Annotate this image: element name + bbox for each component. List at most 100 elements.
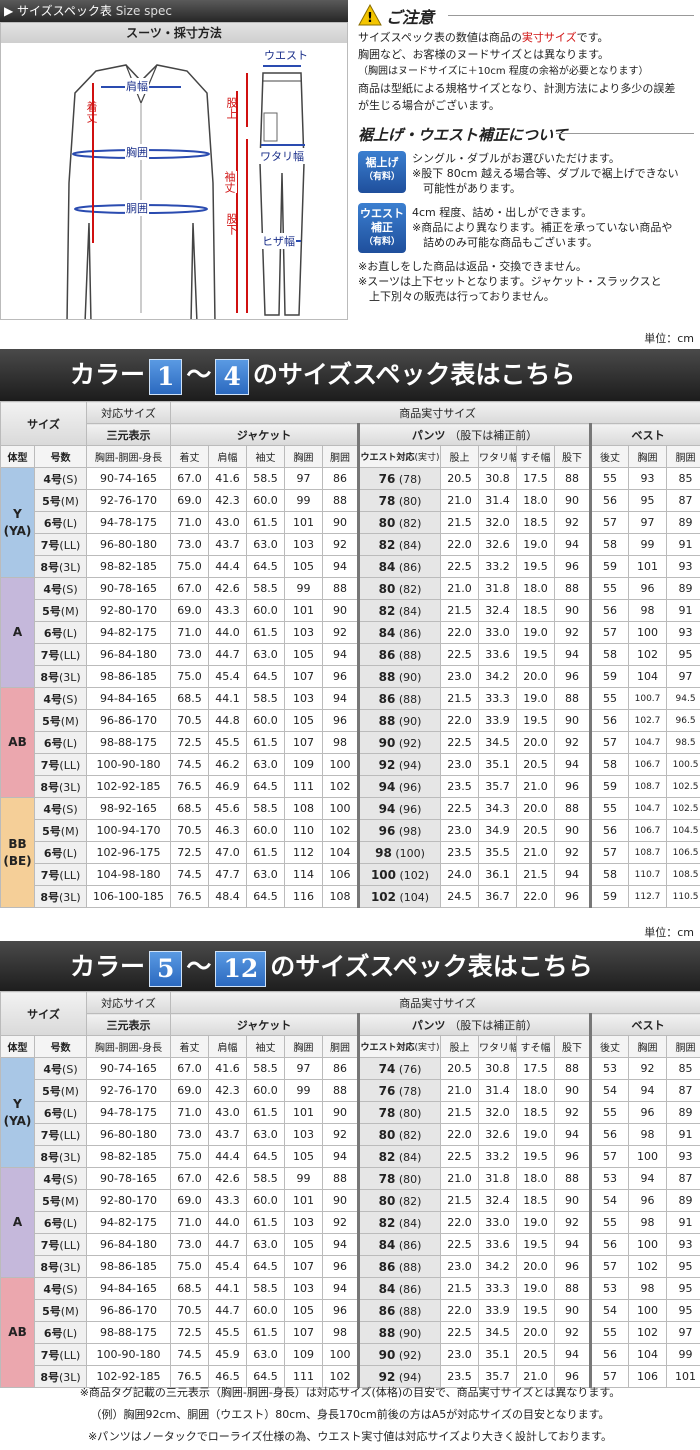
pants-value: 96 (554, 555, 592, 578)
jacket-value: 99 (284, 577, 324, 600)
vest-value: 54 (589, 1299, 630, 1322)
notice-line: です。 (576, 31, 609, 44)
jacket-value: 102 (322, 819, 360, 842)
pants-value: 20.0 (516, 1255, 556, 1278)
banner-num: 1 (149, 358, 183, 395)
jacket-value: 45.4 (208, 665, 248, 688)
banner-tilde: ～ (186, 952, 212, 981)
vest-value: 102.5 (666, 797, 700, 820)
vest-value: 95 (666, 643, 700, 666)
pants-value: 35.7 (478, 775, 518, 798)
jacket-value: 107 (284, 731, 324, 754)
pants-value: 94 (554, 643, 592, 666)
pants-value: 33.0 (478, 621, 518, 644)
pants-value: 33.0 (478, 1211, 518, 1234)
sangen-value: 96-80-180 (86, 533, 172, 556)
vest-value: 98 (628, 599, 668, 622)
vest-value: 56 (589, 1123, 630, 1146)
vest-value: 85 (666, 467, 700, 490)
jacket-value: 45.5 (208, 731, 248, 754)
jacket-value: 92 (322, 533, 360, 556)
vest-value: 58 (589, 533, 630, 556)
pants-value: 19.0 (516, 1211, 556, 1234)
hdr-col: ワタリ幅 (478, 445, 518, 468)
waist-value: 94 (96) (357, 775, 442, 798)
hdr-col: 胸囲 (628, 1035, 668, 1058)
vest-value: 55 (589, 577, 630, 600)
jacket-value: 44.7 (208, 1233, 248, 1256)
banner-color-5-12: カラー 5 ～ 12 のサイズスペック表はこちら (0, 941, 700, 993)
sangen-value: 104-98-180 (86, 863, 172, 886)
sangen-value: 102-92-185 (86, 775, 172, 798)
text-line: 可能性があります。 (412, 182, 521, 195)
size-no: 7号(LL) (33, 753, 88, 776)
jacket-value: 73.0 (170, 1233, 210, 1256)
banner-num: 5 (149, 950, 183, 987)
jacket-value: 67.0 (170, 577, 210, 600)
vest-value: 89 (666, 1101, 700, 1124)
jacket-value: 46.5 (208, 1365, 248, 1388)
label-doui: 胴囲 (125, 200, 149, 216)
pants-value: 19.5 (516, 555, 556, 578)
vest-value: 97 (628, 511, 668, 534)
hdr-col: 胸囲 (284, 1035, 324, 1058)
jacket-value: 94 (322, 643, 360, 666)
waist-block: ウエスト 補正 （有料） 4cm 程度、詰め・出しができます。 ※商品により異なります… (358, 203, 698, 257)
table-row: 6号(L) 94-78-175 71.0 43.0 61.5 101 90 78 (80) 21… (1, 1101, 700, 1124)
diagram-title: スーツ・採寸方法 (1, 23, 347, 43)
waist-value: 86 (88) (357, 643, 442, 666)
jacket-value: 43.0 (208, 1101, 248, 1124)
jacket-value: 102 (322, 1365, 360, 1388)
pants-value: 21.5 (440, 1101, 480, 1124)
footer-line: ※パンツはノータックでローライズ仕様の為、ウエスト実寸値は対応サイズより大きく設… (87, 1430, 613, 1443)
body-type: AB (0, 687, 35, 798)
text-line: シングル・ダブルがお選びいただけます。 (412, 152, 620, 165)
pants-value: 36.1 (478, 863, 518, 886)
pants-value: 17.5 (516, 1057, 556, 1080)
jacket-value: 108 (322, 885, 360, 908)
vest-value: 57 (589, 1365, 630, 1388)
pants-value: 35.7 (478, 1365, 518, 1388)
label-kitake: 着丈 (85, 101, 98, 123)
note-line: ※お直しをした商品は返品・交換できません。 (358, 260, 587, 273)
table-row: Y (YA) 4号(S) 90-74-165 67.0 41.6 58.5 97 86 76 (… (0, 467, 700, 578)
pants-value: 34.2 (478, 665, 518, 688)
jacket-value: 58.5 (246, 797, 286, 820)
vest-value: 59 (589, 775, 630, 798)
table-row: BB (BE) 4号(S) 98-92-165 68.5 45.6 58.5 108 100 9… (0, 797, 700, 908)
waist-value: 80 (82) (357, 1189, 442, 1212)
jacket-value: 101 (284, 1189, 324, 1212)
body-type: A (0, 1167, 35, 1278)
jacket-value: 43.0 (208, 511, 248, 534)
pants-value: 20.5 (516, 753, 556, 776)
pants-value: 88 (554, 1167, 592, 1190)
pants-value: 31.8 (478, 1167, 518, 1190)
sangen-value: 96-86-170 (86, 1299, 172, 1322)
pants-value: 22.0 (440, 533, 480, 556)
jacket-value: 46.2 (208, 753, 248, 776)
jacket-value: 61.5 (246, 731, 286, 754)
hdr-jissun: 商品実寸サイズ (170, 991, 700, 1014)
size-no: 7号(LL) (33, 1233, 88, 1256)
hdr-col: 袖丈 (246, 1035, 286, 1058)
vest-value: 98 (628, 1123, 668, 1146)
jacket-value: 43.3 (208, 599, 248, 622)
pants-value: 32.4 (478, 599, 518, 622)
hdr-col: 股下 (554, 1035, 592, 1058)
jacket-value: 105 (284, 709, 324, 732)
vest-value: 94 (628, 1079, 668, 1102)
vest-value: 93 (666, 1233, 700, 1256)
banner-num: 12 (215, 950, 267, 987)
sangen-value: 98-82-185 (86, 1145, 172, 1168)
vest-value: 100.7 (628, 687, 668, 710)
pants-value: 23.5 (440, 841, 480, 864)
vest-value: 108.7 (628, 841, 668, 864)
sangen-value: 92-80-170 (86, 599, 172, 622)
pants-value: 20.5 (440, 467, 480, 490)
hem-badge: 裾上げ （有料） (358, 151, 406, 193)
waist-value: 80 (82) (357, 1123, 442, 1146)
jacket-value: 47.0 (208, 841, 248, 864)
pants-value: 34.3 (478, 797, 518, 820)
waist-value: 74 (76) (357, 1057, 442, 1080)
pants-value: 22.5 (440, 1321, 480, 1344)
